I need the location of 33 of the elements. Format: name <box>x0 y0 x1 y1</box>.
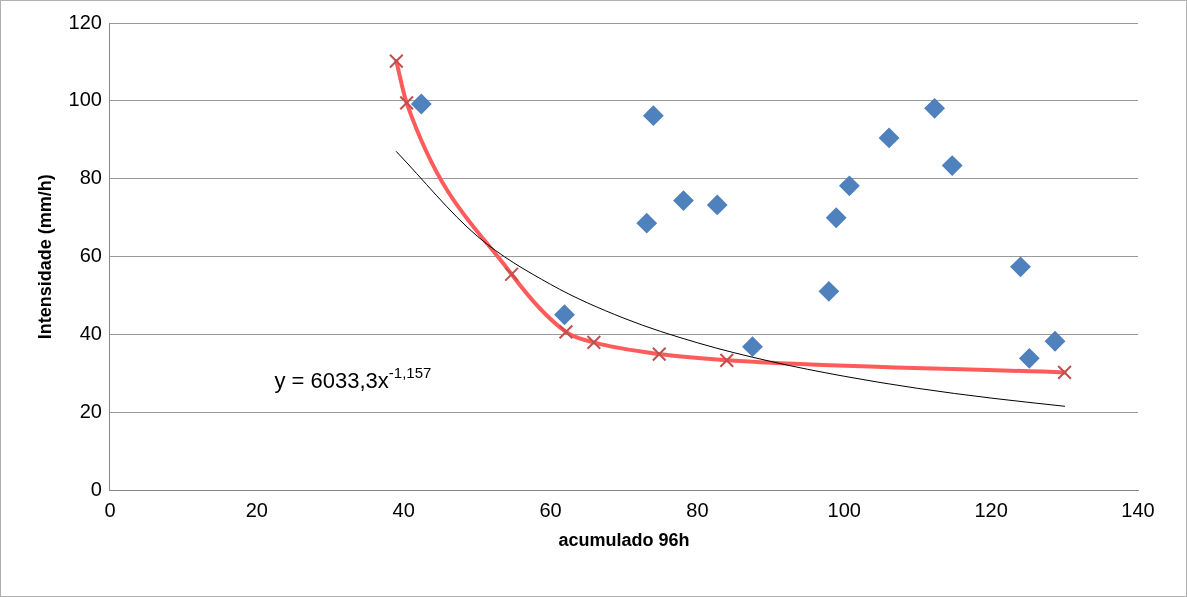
point <box>924 98 945 119</box>
point <box>1019 348 1040 369</box>
point <box>942 155 963 176</box>
point <box>411 94 432 115</box>
y-tick-label: 40 <box>79 322 102 345</box>
point <box>636 213 657 234</box>
x-tick-label: 80 <box>686 498 709 521</box>
y-axis-title: Intensidade (mm/h) <box>34 174 55 340</box>
y-tick-label: 20 <box>79 400 102 423</box>
y-tick-label: 0 <box>90 477 102 500</box>
x-tick-label: 120 <box>974 498 1008 521</box>
point <box>1010 256 1031 277</box>
point <box>643 105 664 126</box>
point <box>554 304 575 325</box>
x-tick-label: 60 <box>539 498 562 521</box>
x-tick-label: 100 <box>827 498 861 521</box>
x-tick-label: 40 <box>392 498 415 521</box>
point <box>839 175 860 196</box>
point <box>707 194 728 215</box>
point <box>879 127 900 148</box>
point <box>818 281 839 302</box>
point <box>742 336 763 357</box>
x-tick-label: 0 <box>104 498 116 521</box>
y-tick-label: 120 <box>68 10 102 33</box>
x-tick-label: 140 <box>1121 498 1155 521</box>
point <box>1045 331 1066 352</box>
y-tick-label: 60 <box>79 244 102 267</box>
y-tick-label: 100 <box>68 88 102 111</box>
point <box>826 207 847 228</box>
x-axis-title: acumulado 96h <box>558 530 690 551</box>
x-tick-label: 20 <box>245 498 268 521</box>
point <box>673 190 694 211</box>
y-tick-label: 80 <box>79 166 102 189</box>
